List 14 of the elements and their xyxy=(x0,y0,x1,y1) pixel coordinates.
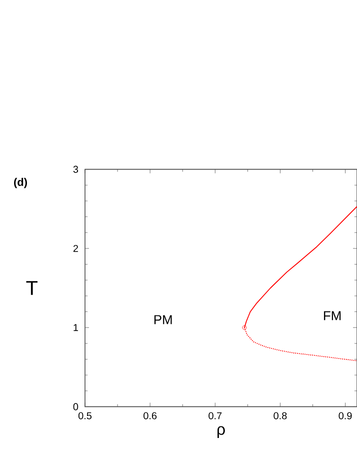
y-tick-label: 1 xyxy=(74,324,78,331)
annotation: FM xyxy=(324,311,341,320)
y-tick-label: 0 xyxy=(73,403,78,410)
y-tick-label: 3 xyxy=(73,166,78,173)
x-tick-label: 0.7 xyxy=(208,412,222,420)
x-tick-label: 0.6 xyxy=(144,412,157,420)
x-tick-label: 0.9 xyxy=(338,412,352,420)
x-tick-label: 0.8 xyxy=(274,412,287,420)
annotation: PM xyxy=(154,315,172,324)
x-axis-title: ρ xyxy=(218,426,225,438)
y-tick-label: 2 xyxy=(73,244,78,252)
text: (d) xyxy=(14,178,27,188)
x-tick-label: 0.5 xyxy=(78,412,92,420)
y-axis-title: T xyxy=(26,281,38,295)
